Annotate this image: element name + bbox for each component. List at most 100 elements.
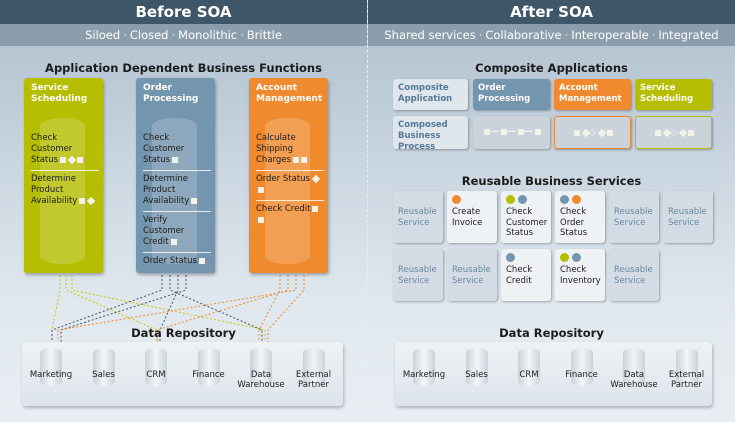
- function-label: Order Status: [256, 174, 310, 184]
- before-tags: Siloed · Closed · Monolithic · Brittle: [0, 24, 367, 46]
- app-column-0: Service Scheduling Check Customer Status D…: [24, 78, 103, 273]
- column-title: Service Scheduling: [31, 83, 88, 104]
- database-icon: [145, 348, 167, 386]
- db-label: Sales: [92, 370, 115, 380]
- service-tile[interactable]: Check Customer Status: [501, 191, 551, 243]
- tag: Collaborative: [485, 28, 562, 42]
- database-cylinder-icon: [40, 118, 85, 264]
- service-tile[interactable]: Reusable Service: [393, 249, 443, 301]
- service-tile[interactable]: Reusable Service: [663, 191, 713, 243]
- service-label: Check Customer Status: [506, 207, 548, 238]
- process-flow-icon: ◇: [635, 116, 712, 149]
- process-step-icon: [172, 156, 179, 163]
- database-icon: [518, 348, 540, 386]
- database-icon: [40, 348, 62, 386]
- service-label: Check Inventory: [560, 265, 601, 286]
- app-dot-icon: [572, 253, 581, 262]
- after-soa-header: After SOA: [368, 0, 735, 24]
- column-title: Order Processing: [143, 83, 199, 104]
- before-soa-header: Before SOA: [0, 0, 367, 24]
- connection-line: [51, 275, 61, 342]
- composed-process-label: Composed Business Process: [393, 116, 468, 152]
- repository-db: Sales: [79, 348, 129, 386]
- service-tile[interactable]: Check Credit: [501, 249, 551, 301]
- database-icon: [250, 348, 272, 386]
- app-dot-icon: [560, 195, 569, 204]
- db-label: Marketing: [402, 370, 446, 380]
- repository-db: Finance: [184, 348, 234, 386]
- composite-app[interactable]: Order Processing: [473, 79, 550, 110]
- service-tile[interactable]: Check Order Status: [555, 191, 605, 243]
- database-icon: [413, 348, 435, 386]
- after-tags: Shared services · Collaborative · Interopera…: [368, 24, 735, 46]
- db-label: Finance: [192, 370, 225, 380]
- business-function: Check Customer Status: [31, 130, 99, 171]
- before-repo-title: Data Repository: [131, 326, 236, 340]
- repository-db: External Partner: [662, 348, 712, 390]
- connection-line: [267, 275, 305, 342]
- db-label: Data Warehouse: [610, 370, 658, 390]
- business-function: Calculate Shipping Charges: [256, 130, 324, 171]
- function-label: Determine Product Availability: [31, 174, 78, 206]
- process-step-icon: [87, 196, 96, 205]
- process-step-icon: [170, 238, 177, 245]
- service-tile[interactable]: Create Invoice: [447, 191, 497, 243]
- column-title: Account Management: [256, 83, 323, 104]
- tag: Interoperable: [571, 28, 649, 42]
- composite-app[interactable]: Account Management: [554, 79, 631, 110]
- connection-line: [156, 275, 289, 342]
- app-dot-icon: [506, 195, 515, 204]
- app-dot-icon: [572, 195, 581, 204]
- db-label: External Partner: [668, 370, 705, 390]
- database-cylinder-icon: [265, 118, 310, 264]
- app-dot-icon: [518, 195, 527, 204]
- after-repo-title: Data Repository: [499, 326, 604, 340]
- process-step-icon: [77, 156, 84, 163]
- connection-line: [159, 275, 179, 342]
- database-icon: [302, 348, 325, 386]
- process-flow-icon: — — —: [473, 116, 550, 149]
- db-label: Finance: [565, 370, 598, 380]
- process-step-icon: [292, 156, 299, 163]
- tag: Integrated: [658, 28, 719, 42]
- app-dot-icon: [560, 253, 569, 262]
- database-icon: [623, 348, 645, 386]
- services-title: Reusable Business Services: [461, 174, 642, 188]
- repository-db: CRM: [504, 348, 554, 386]
- database-icon: [197, 348, 220, 386]
- service-tile[interactable]: Reusable Service: [393, 191, 443, 243]
- process-step-icon: [312, 205, 319, 212]
- process-flow-icon: ◇: [554, 116, 631, 149]
- service-label: Create Invoice: [452, 207, 483, 228]
- db-label: Data Warehouse: [237, 370, 285, 390]
- app-column-1: Order Processing Check Customer Status Det…: [136, 78, 215, 273]
- connection-line: [60, 275, 187, 342]
- function-label: Check Customer Status: [31, 133, 73, 165]
- service-label: Reusable Service: [398, 207, 437, 228]
- database-icon: [92, 348, 115, 386]
- repository-db: Marketing: [26, 348, 76, 386]
- after-data-repository: Marketing Sales CRM Finance Data Warehouse Ex…: [395, 342, 712, 406]
- business-function: Determine Product Availability: [143, 171, 211, 212]
- service-tile[interactable]: Reusable Service: [609, 191, 659, 243]
- service-tile[interactable]: Reusable Service: [609, 249, 659, 301]
- composite-app[interactable]: Service Scheduling: [635, 79, 712, 110]
- connection-lines: [51, 275, 305, 342]
- service-label: Reusable Service: [668, 207, 707, 228]
- service-tile[interactable]: Check Inventory: [555, 249, 605, 301]
- business-function: Determine Product Availability: [31, 171, 99, 211]
- connection-line: [258, 275, 281, 342]
- function-label: Check Customer Status: [143, 133, 185, 165]
- service-label: Check Order Status: [560, 207, 588, 238]
- service-tile[interactable]: Reusable Service: [447, 249, 497, 301]
- service-label: Reusable Service: [398, 265, 437, 286]
- process-step-icon: [258, 216, 264, 223]
- process-step-icon: [198, 257, 205, 264]
- process-step-icon: [191, 197, 198, 204]
- repository-db: Data Warehouse: [609, 348, 659, 390]
- db-label: CRM: [146, 370, 166, 380]
- business-function: Order Status: [143, 253, 211, 271]
- divider: [367, 0, 368, 422]
- repository-db: External Partner: [289, 348, 339, 390]
- service-label: Reusable Service: [452, 265, 491, 286]
